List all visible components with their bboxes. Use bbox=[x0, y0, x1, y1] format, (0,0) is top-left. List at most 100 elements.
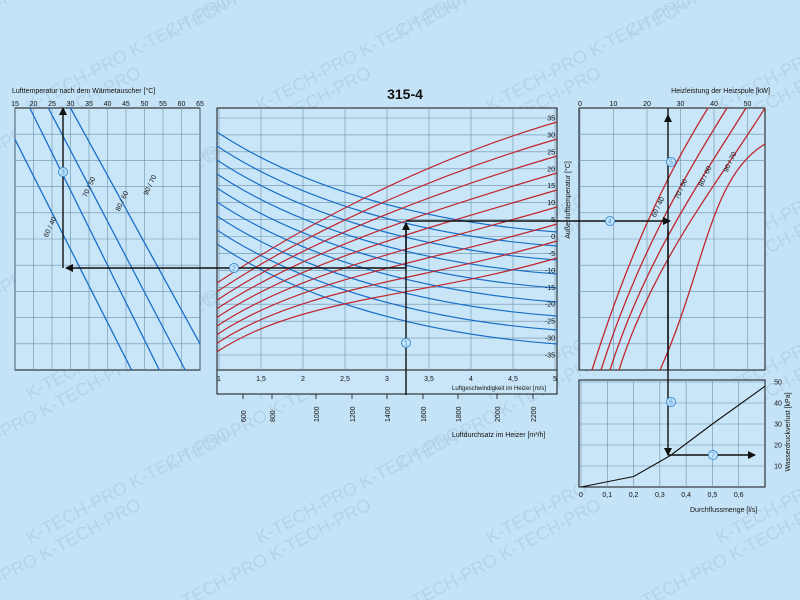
right-top-x-tick: 20 bbox=[643, 101, 651, 108]
left-x-tick: 35 bbox=[85, 101, 93, 108]
center-red-curve bbox=[216, 121, 558, 284]
center-red-curve bbox=[216, 172, 558, 310]
velocity-tick: 4,5 bbox=[508, 376, 518, 383]
right-red-curve bbox=[618, 107, 766, 371]
velocity-tick: 5 bbox=[553, 376, 557, 383]
watermark-text: K-TECH-PRO K-TECH-PRO bbox=[392, 494, 604, 600]
left-series-line bbox=[29, 107, 160, 371]
right-bottom-x-tick: 0,2 bbox=[629, 492, 639, 499]
right-bottom-y-tick: 10 bbox=[774, 464, 782, 471]
step-marker-label: 7 bbox=[711, 453, 715, 460]
center-blue-curve bbox=[216, 229, 558, 331]
right-bottom-y-tick: 30 bbox=[774, 422, 782, 429]
right-top-x-tick: 40 bbox=[710, 101, 718, 108]
velocity-tick: 1 bbox=[217, 376, 221, 383]
right-red-curve bbox=[609, 107, 747, 371]
center-y-tick: -10 bbox=[545, 268, 555, 275]
center-red-curve bbox=[216, 240, 558, 344]
center-y-tick: 0 bbox=[551, 234, 555, 241]
center-blue-curve bbox=[216, 131, 558, 233]
step-marker bbox=[666, 157, 676, 167]
flow-tick: 1200 bbox=[350, 406, 357, 422]
center-y-tick: -5 bbox=[549, 251, 555, 258]
flow-tick: 1400 bbox=[385, 406, 392, 422]
watermark-text: K-TECH-PRO K-TECH-PRO bbox=[162, 494, 374, 600]
left-panel-title: Lufttemperatur nach dem Wärmetauscher [°… bbox=[12, 87, 155, 95]
center-blue-curve bbox=[216, 215, 558, 317]
watermark-text: K-TECH-PRO K-TECH-PRO bbox=[22, 0, 234, 116]
watermark-text: K-TECH-PRO K-TECH-PRO bbox=[482, 0, 694, 116]
velocity-tick: 3 bbox=[385, 376, 389, 383]
step-marker bbox=[401, 338, 411, 348]
velocity-xlabel: Luftgeschwindigkeit im Heizer [m/s] bbox=[452, 386, 546, 392]
step-marker-label: 6 bbox=[669, 400, 673, 407]
watermark-text: K-TECH-PRO K-TECH-PRO bbox=[252, 0, 464, 116]
left-series-line bbox=[14, 139, 133, 371]
center-red-curve bbox=[216, 138, 558, 293]
flow-tick: 1800 bbox=[456, 406, 463, 422]
right-top-x-tick: 10 bbox=[610, 101, 618, 108]
flow-tick: 800 bbox=[270, 410, 277, 422]
flow-xlabel: Luftdurchsatz im Heizer [m³/h] bbox=[452, 432, 545, 439]
arrow-group bbox=[59, 107, 756, 459]
watermark-text: K-TECH-PRO K-TECH-PRO bbox=[252, 422, 464, 547]
step-marker bbox=[666, 397, 676, 407]
right-bottom-x-tick: 0,6 bbox=[734, 492, 744, 499]
right-red-curve bbox=[591, 107, 709, 371]
left-x-tick: 40 bbox=[104, 101, 112, 108]
watermark-text: K-TECH-PRO K-TECH-PRO bbox=[0, 0, 144, 44]
right-bottom-x-tick: 0 bbox=[579, 492, 583, 499]
left-x-tick: 45 bbox=[122, 101, 130, 108]
center-y-tick: 20 bbox=[547, 166, 555, 173]
left-x-tick: 60 bbox=[178, 101, 186, 108]
center-red-curve bbox=[216, 257, 558, 353]
center-y-tick: 35 bbox=[547, 116, 555, 123]
center-y-tick: -15 bbox=[545, 285, 555, 292]
marker-group: 1 2 3 4 5 6 7 bbox=[58, 157, 718, 460]
left-x-tick: 65 bbox=[196, 101, 204, 108]
center-red-curve bbox=[216, 223, 558, 336]
left-x-tick: 55 bbox=[159, 101, 167, 108]
center-y-tick: -30 bbox=[545, 336, 555, 343]
right-bottom-x-tick: 0,1 bbox=[602, 492, 612, 499]
flow-tick: 600 bbox=[241, 410, 248, 422]
watermark-text: K-TECH-PRO K-TECH-PRO bbox=[22, 422, 234, 547]
velocity-tick: 3,5 bbox=[424, 376, 434, 383]
flow-tick: 2200 bbox=[531, 406, 538, 422]
center-y-tick: -35 bbox=[545, 353, 555, 360]
step-marker bbox=[708, 450, 718, 460]
velocity-tick: 2,5 bbox=[340, 376, 350, 383]
velocity-tick: 2 bbox=[301, 376, 305, 383]
grid-lines bbox=[14, 108, 765, 487]
center-y-tick: 10 bbox=[547, 200, 555, 207]
center-ylabel: Außenlufttemperatur [°C] bbox=[564, 161, 572, 239]
right-top-x-tick: 0 bbox=[578, 101, 582, 108]
center-blue-curve bbox=[216, 201, 558, 303]
right-bottom-x-tick: 0,3 bbox=[655, 492, 665, 499]
center-blue-curve bbox=[216, 145, 558, 247]
flow-tick: 2000 bbox=[495, 406, 502, 422]
right-red-curve bbox=[600, 107, 728, 371]
center-red-curve bbox=[216, 206, 558, 327]
left-series-line bbox=[47, 107, 186, 371]
right-bottom-panel bbox=[578, 379, 766, 488]
center-blue-curve bbox=[216, 243, 558, 345]
right-bottom-x-tick: 0,4 bbox=[681, 492, 691, 499]
center-blue-curve bbox=[216, 173, 558, 275]
curve-group bbox=[14, 107, 766, 488]
flow-tick: 1600 bbox=[421, 406, 428, 422]
step-marker-label: 2 bbox=[232, 266, 236, 273]
right-red-curve bbox=[659, 143, 766, 371]
right-bottom-y-tick: 50 bbox=[774, 380, 782, 387]
step-marker-label: 1 bbox=[404, 341, 408, 348]
center-red-curve bbox=[216, 189, 558, 318]
step-marker bbox=[605, 216, 615, 226]
right-bottom-ylabel: Wasserdruckverlust [kPa] bbox=[785, 392, 792, 471]
chart-title: 315-4 bbox=[387, 86, 423, 102]
step-marker-label: 4 bbox=[608, 219, 612, 226]
left-series-line bbox=[69, 107, 201, 345]
center-y-tick: 25 bbox=[547, 149, 555, 156]
center-y-tick: -20 bbox=[545, 302, 555, 309]
